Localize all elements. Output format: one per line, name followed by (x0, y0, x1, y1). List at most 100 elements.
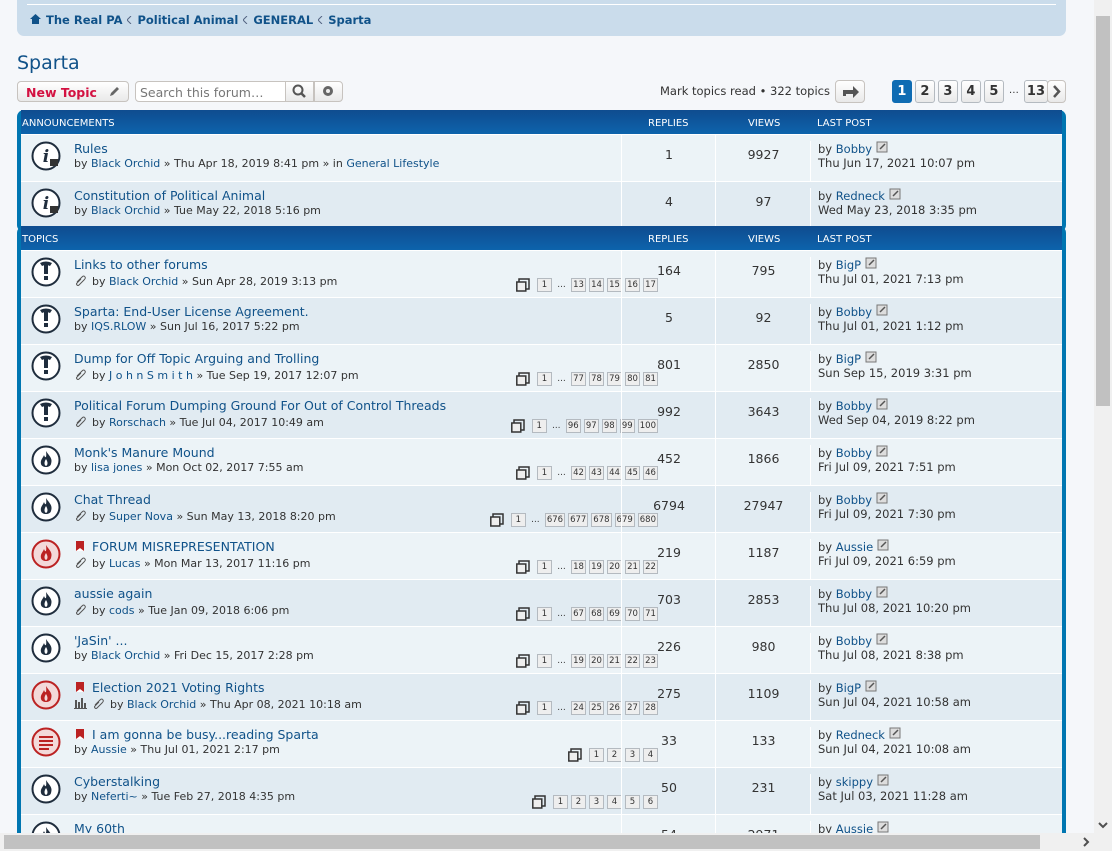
page-link[interactable]: 1 (537, 701, 552, 715)
last-poster[interactable]: Bobby (836, 142, 872, 156)
vertical-scrollbar[interactable] (1094, 0, 1112, 851)
topic-title[interactable]: Links to other forums (74, 257, 208, 272)
page-link[interactable]: 1 (511, 513, 526, 527)
last-poster[interactable]: Bobby (836, 305, 872, 319)
author[interactable]: cods (109, 604, 135, 617)
page-link[interactable]: 69 (607, 607, 622, 621)
last-poster[interactable]: Aussie (836, 540, 873, 554)
last-poster[interactable]: Bobby (836, 587, 872, 601)
topic-title[interactable]: aussie again (74, 586, 152, 601)
page-link[interactable]: 79 (607, 372, 622, 386)
page-link[interactable]: 13 (571, 278, 586, 292)
topic-title[interactable]: 'JaSin' ... (74, 633, 127, 648)
page-link[interactable]: 42 (571, 466, 586, 480)
page-link[interactable]: 24 (571, 701, 586, 715)
page-link[interactable]: 21 (607, 654, 622, 668)
scroll-down-arrow[interactable] (1094, 817, 1112, 833)
next-page-button[interactable] (1047, 80, 1066, 103)
scroll-right-arrow[interactable] (1078, 833, 1094, 851)
page-link[interactable]: 20 (607, 560, 622, 574)
author[interactable]: Black Orchid (91, 649, 160, 662)
topic-title[interactable]: Sparta: End-User License Agreement. (74, 304, 309, 319)
last-poster[interactable]: Aussie (836, 822, 873, 833)
page-link[interactable]: 20 (589, 654, 604, 668)
page-link[interactable]: 1 (537, 278, 552, 292)
page-link[interactable]: 77 (571, 372, 586, 386)
topic-title[interactable]: Monk's Manure Mound (74, 445, 215, 460)
page-link[interactable]: 1 (537, 372, 552, 386)
topic-title[interactable]: Constitution of Political Animal (74, 188, 265, 203)
last-poster[interactable]: Bobby (836, 399, 872, 413)
page-link[interactable]: 15 (607, 278, 622, 292)
last-poster[interactable]: Redneck (836, 189, 885, 203)
page-link[interactable]: 19 (571, 654, 586, 668)
page-link[interactable]: 78 (589, 372, 604, 386)
last-poster[interactable]: skippy (836, 775, 873, 789)
page-link[interactable]: 1 (537, 560, 552, 574)
page-link[interactable]: 98 (602, 419, 617, 433)
author[interactable]: lisa jones (91, 461, 142, 474)
page-link[interactable]: 4 (607, 795, 622, 809)
author[interactable]: Black Orchid (109, 275, 178, 288)
page-link[interactable]: 1 (589, 748, 604, 762)
page-link[interactable]: 1 (537, 654, 552, 668)
author[interactable]: Aussie (91, 743, 127, 756)
topic-title[interactable]: Election 2021 Voting Rights (92, 680, 265, 695)
breadcrumb-link[interactable]: The Real PA (46, 13, 122, 27)
page-button[interactable]: 1 (892, 80, 912, 103)
author[interactable]: Black Orchid (91, 204, 160, 217)
page-link[interactable]: 678 (591, 513, 611, 527)
last-poster[interactable]: BigP (836, 352, 861, 366)
topic-title[interactable]: Cyberstalking (74, 774, 160, 789)
advanced-search-button[interactable] (314, 81, 343, 102)
topic-title[interactable]: FORUM MISREPRESENTATION (92, 539, 275, 554)
topic-title[interactable]: Dump for Off Topic Arguing and Trolling (74, 351, 319, 366)
author[interactable]: IQS.RLOW (91, 320, 146, 333)
last-poster[interactable]: Redneck (836, 728, 885, 742)
page-link[interactable]: 677 (568, 513, 588, 527)
topic-title[interactable]: My 60th (74, 821, 125, 833)
last-poster[interactable]: Bobby (836, 634, 872, 648)
topic-title[interactable]: I am gonna be busy...reading Sparta (92, 727, 319, 742)
mark-read-link[interactable]: Mark topics read (660, 84, 756, 98)
page-link[interactable]: 25 (589, 701, 604, 715)
page-button[interactable]: 5 (984, 80, 1004, 103)
page-link[interactable]: 26 (607, 701, 622, 715)
page-link[interactable]: 676 (545, 513, 565, 527)
page-link[interactable]: 97 (584, 419, 599, 433)
search-box[interactable]: Search this forum… (135, 81, 286, 102)
author[interactable]: Super Nova (109, 510, 173, 523)
breadcrumb-link[interactable]: Sparta (328, 13, 371, 27)
forum-link[interactable]: General Lifestyle (346, 157, 439, 170)
page-button[interactable]: 13 (1024, 80, 1048, 103)
page-link[interactable]: 1 (532, 419, 547, 433)
page-button[interactable]: 3 (938, 80, 958, 103)
author[interactable]: Black Orchid (91, 157, 160, 170)
author[interactable]: Neferti~ (91, 790, 138, 803)
page-link[interactable]: 1 (537, 466, 552, 480)
breadcrumb-link[interactable]: GENERAL (253, 13, 313, 27)
search-button[interactable] (285, 81, 314, 102)
breadcrumb-link[interactable]: Political Animal (137, 13, 238, 27)
page-link[interactable]: 2 (571, 795, 586, 809)
page-link[interactable]: 96 (566, 419, 581, 433)
author[interactable]: Black Orchid (127, 698, 196, 711)
last-poster[interactable]: Bobby (836, 493, 872, 507)
page-link[interactable]: 1 (537, 607, 552, 621)
last-poster[interactable]: Bobby (836, 446, 872, 460)
topic-title[interactable]: Political Forum Dumping Ground For Out o… (74, 398, 446, 413)
author[interactable]: J o h n S m i t h (109, 369, 193, 382)
topic-title[interactable]: Chat Thread (74, 492, 151, 507)
page-link[interactable]: 1 (553, 795, 568, 809)
page-link[interactable]: 2 (607, 748, 622, 762)
page-button[interactable]: 4 (961, 80, 981, 103)
page-link[interactable]: 14 (589, 278, 604, 292)
page-link[interactable]: 44 (607, 466, 622, 480)
page-link[interactable]: 19 (589, 560, 604, 574)
page-button[interactable]: 2 (915, 80, 935, 103)
page-link[interactable]: 18 (571, 560, 586, 574)
last-poster[interactable]: BigP (836, 681, 861, 695)
page-link[interactable]: 43 (589, 466, 604, 480)
author[interactable]: Lucas (109, 557, 140, 570)
new-topic-button[interactable]: New Topic (17, 81, 129, 102)
